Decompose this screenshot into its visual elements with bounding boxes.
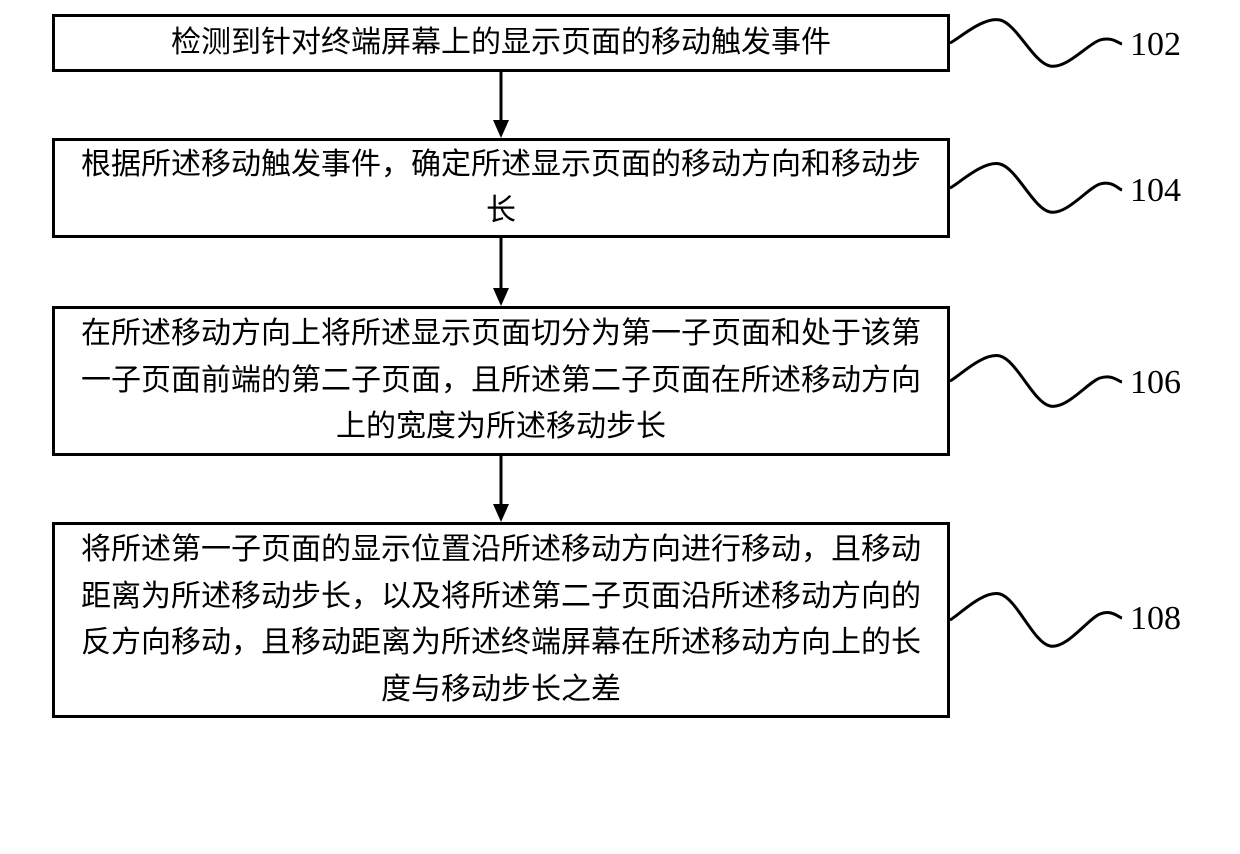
step-label-108: 108 — [1130, 600, 1181, 638]
flow-node-2: 根据所述移动触发事件，确定所述显示页面的移动方向和移动步长 — [52, 138, 950, 238]
step-label-102: 102 — [1130, 26, 1181, 64]
flow-node-4: 将所述第一子页面的显示位置沿所述移动方向进行移动，且移动距离为所述移动步长，以及… — [52, 522, 950, 718]
flow-node-3-text: 在所述移动方向上将所述显示页面切分为第一子页面和处于该第一子页面前端的第二子页面… — [73, 311, 929, 451]
flow-node-2-text: 根据所述移动触发事件，确定所述显示页面的移动方向和移动步长 — [73, 142, 929, 235]
step-label-104: 104 — [1130, 172, 1181, 210]
flow-node-4-text: 将所述第一子页面的显示位置沿所述移动方向进行移动，且移动距离为所述移动步长，以及… — [73, 527, 929, 713]
flow-node-3: 在所述移动方向上将所述显示页面切分为第一子页面和处于该第一子页面前端的第二子页面… — [52, 306, 950, 456]
step-label-106: 106 — [1130, 364, 1181, 402]
flowchart-canvas: 检测到针对终端屏幕上的显示页面的移动触发事件 根据所述移动触发事件，确定所述显示… — [0, 0, 1240, 854]
flow-node-1: 检测到针对终端屏幕上的显示页面的移动触发事件 — [52, 14, 950, 72]
flow-node-1-text: 检测到针对终端屏幕上的显示页面的移动触发事件 — [171, 20, 831, 67]
